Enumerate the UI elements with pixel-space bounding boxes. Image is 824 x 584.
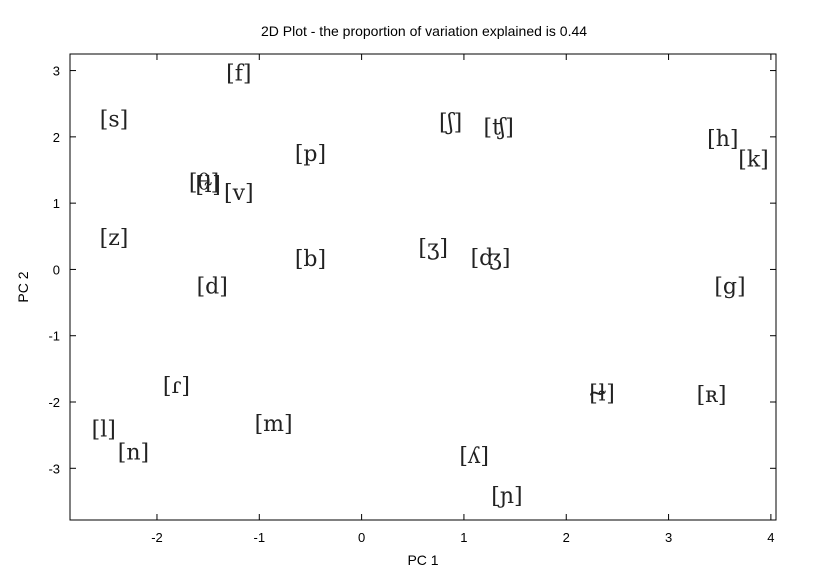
chart-title: 2D Plot - the proportion of variation ex… (261, 23, 587, 39)
point-label: [ʧ] (484, 115, 514, 140)
point-label: [ʒ] (418, 236, 448, 261)
x-tick-label: -2 (151, 530, 163, 545)
plot-frame (69, 53, 777, 521)
point-label: [d] (197, 274, 228, 299)
point-label: [ɾ] (163, 374, 190, 399)
y-tick-label: -1 (48, 329, 60, 344)
point-label: [k] (738, 148, 769, 173)
point-label: [ɫ̴] (589, 382, 615, 407)
data-points: [f] [s] [ʃ] [ʧ] [h] [p] [k] [θ][ɫ] [v] [z] [ʒ] [ʤ] [… (92, 62, 769, 509)
point-label: [ʃ] (439, 111, 462, 136)
point-label: [z] (100, 226, 129, 251)
point-label: [ʀ] (697, 383, 727, 408)
x-tick-label: 1 (460, 530, 467, 545)
point-label: [m] (255, 412, 293, 437)
y-tick-label: -3 (48, 461, 60, 476)
x-tick-label: 4 (767, 530, 774, 545)
x-tick-label: -1 (254, 530, 266, 545)
point-label: [ɲ] (491, 484, 522, 509)
y-axis-label: PC 2 (15, 271, 31, 302)
point-label: [l] (92, 418, 116, 443)
axis-ticks: -2 -1 0 1 2 3 4 -3 -2 -1 0 1 2 3 (48, 54, 776, 545)
x-axis-label: PC 1 (407, 552, 438, 568)
y-tick-label: 1 (53, 196, 60, 211)
point-label: [v] (224, 181, 254, 206)
point-label: [ɫ] (195, 173, 221, 198)
point-label: [f] (226, 62, 251, 87)
x-tick-label: 2 (563, 530, 570, 545)
x-tick-label: 0 (358, 530, 365, 545)
y-tick-label: 3 (53, 64, 60, 79)
point-label: [p] (295, 142, 326, 167)
point-label: [s] (100, 107, 128, 132)
point-label: [n] (118, 441, 149, 466)
point-label: [ʎ] (459, 444, 489, 469)
point-label: [θ] (189, 170, 219, 195)
y-tick-label: 2 (53, 130, 60, 145)
point-label: [h] (707, 127, 738, 152)
point-label: [b] (295, 247, 326, 272)
point-label: [ʤ] (471, 246, 511, 271)
y-tick-label: 0 (53, 262, 60, 277)
x-tick-label: 3 (665, 530, 672, 545)
point-label: [g] (714, 274, 745, 299)
y-tick-label: -2 (48, 395, 60, 410)
